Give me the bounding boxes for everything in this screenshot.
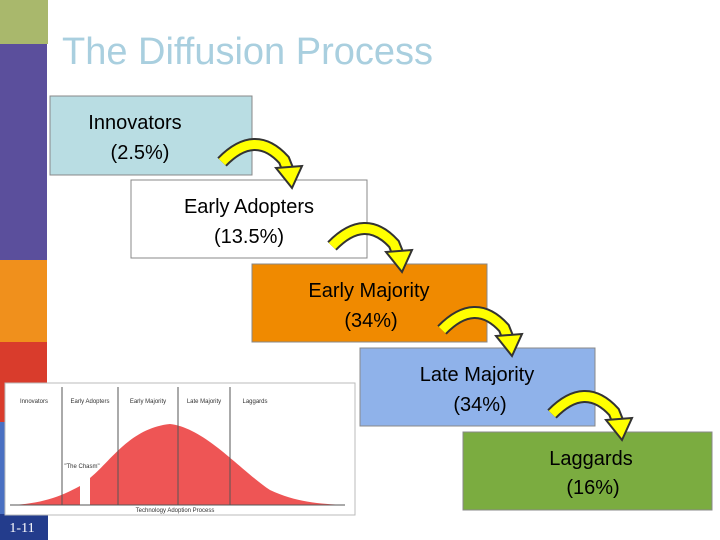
- stage-box: [462, 431, 713, 511]
- stage-share: (34%): [344, 310, 397, 332]
- stage-share: (34%): [453, 394, 506, 416]
- number-bg: [0, 514, 48, 540]
- strip-segment: [0, 260, 48, 342]
- inset-annotation: "The Chasm": [64, 464, 99, 470]
- stage-name: Early Adopters: [184, 196, 314, 218]
- stage-share: (13.5%): [214, 226, 284, 248]
- title: The Diffusion Process: [62, 31, 433, 73]
- arrow: [328, 224, 405, 261]
- arrow-head: [384, 248, 414, 274]
- stage-share: (2.5%): [111, 142, 170, 164]
- arrow-head: [494, 332, 524, 358]
- arrow-head: [274, 164, 304, 190]
- inset-label: Innovators: [20, 399, 48, 405]
- inset-label: Early Majority: [130, 399, 166, 405]
- strip-segment: [0, 0, 48, 44]
- arrows: [217, 138, 634, 442]
- inset-caption: Technology Adoption Process: [136, 508, 215, 514]
- arrow: [438, 308, 515, 345]
- stage-name: Late Majority: [420, 364, 535, 386]
- inset-label: Late Majority: [187, 399, 221, 405]
- strip-segment: [0, 44, 48, 260]
- stage-box: [130, 179, 368, 259]
- curve-area: [90, 424, 345, 505]
- stage-share: (16%): [566, 477, 619, 499]
- stage-name: Laggards: [549, 448, 632, 470]
- arrow-head: [604, 416, 634, 442]
- inset: Innovators Early Adopters Early Majority…: [4, 382, 356, 516]
- slide-number: 1-11: [9, 521, 34, 536]
- arrow: [548, 392, 625, 429]
- stage-name: Early Majority: [308, 280, 429, 302]
- inset-label: Early Adopters: [70, 399, 109, 405]
- inset-label: Laggards: [242, 399, 267, 405]
- stage-box: [49, 95, 253, 176]
- stage-name: Innovators: [88, 112, 181, 134]
- arrow: [218, 140, 295, 177]
